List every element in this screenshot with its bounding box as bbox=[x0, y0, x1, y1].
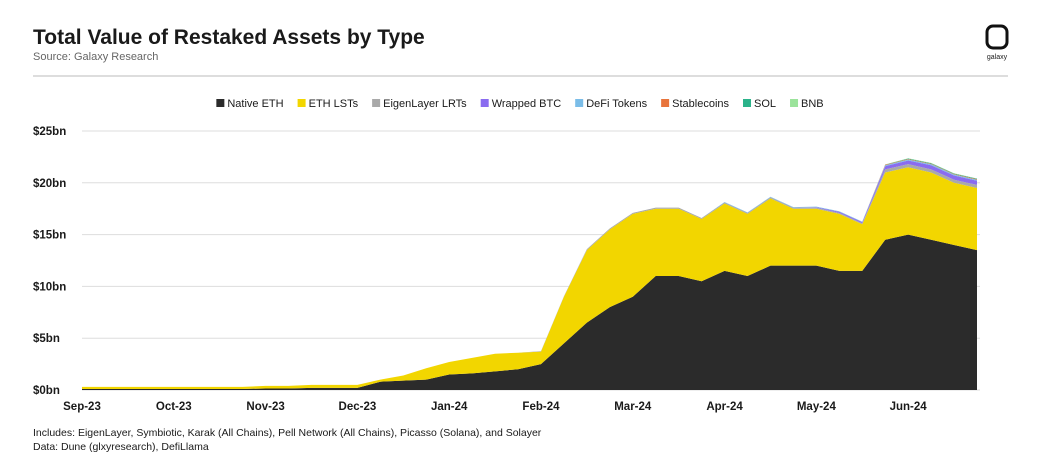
legend-swatch bbox=[297, 99, 306, 107]
y-tick-label: $25bn bbox=[33, 126, 66, 138]
legend-swatch bbox=[790, 99, 799, 107]
area bbox=[82, 167, 977, 389]
legend-label: Wrapped BTC bbox=[492, 98, 562, 110]
y-tick-label: $20bn bbox=[33, 178, 66, 190]
x-tick-label: Sep-23 bbox=[63, 401, 101, 413]
y-tick-label: $10bn bbox=[33, 281, 66, 293]
x-tick-label: Apr-24 bbox=[706, 401, 743, 413]
x-tick-label: Nov-23 bbox=[246, 401, 284, 413]
legend-swatch bbox=[216, 99, 225, 107]
subtitle: Source: Galaxy Research bbox=[33, 51, 158, 63]
chart-title: Total Value of Restaked Assets by Type bbox=[33, 26, 425, 49]
legend-label: EigenLayer LRTs bbox=[383, 98, 467, 110]
y-tick-label: $5bn bbox=[33, 333, 60, 345]
x-tick-label: May-24 bbox=[797, 401, 837, 413]
legend-swatch bbox=[743, 99, 752, 107]
y-tick-label: $15bn bbox=[33, 230, 66, 242]
y-tick-label: $0bn bbox=[33, 385, 60, 397]
legend-label: ETH LSTs bbox=[309, 98, 359, 110]
legend-label: SOL bbox=[754, 98, 776, 110]
logo: galaxy bbox=[985, 24, 1009, 61]
logo-text: galaxy bbox=[987, 54, 1008, 61]
legend-swatch bbox=[661, 99, 670, 107]
x-tick-label: Jun-24 bbox=[890, 401, 928, 413]
legend-label: DeFi Tokens bbox=[586, 98, 647, 110]
note: Includes: EigenLayer, Symbiotic, Karak (… bbox=[33, 427, 542, 439]
x-tick-label: Jan-24 bbox=[431, 401, 468, 413]
x-tick-label: Mar-24 bbox=[614, 401, 652, 413]
logo-icon bbox=[985, 24, 1009, 50]
note: Data: Dune (glxyresearch), DefiLlama bbox=[33, 441, 209, 453]
x-tick-label: Feb-24 bbox=[522, 401, 560, 413]
legend-label: BNB bbox=[801, 98, 824, 110]
legend-label: Native ETH bbox=[227, 98, 283, 110]
x-tick-label: Dec-23 bbox=[339, 401, 377, 413]
legend-label: Stablecoins bbox=[672, 98, 729, 110]
legend-swatch bbox=[480, 99, 489, 107]
legend-swatch bbox=[372, 99, 381, 107]
x-tick-label: Oct-23 bbox=[156, 401, 192, 413]
legend-swatch bbox=[575, 99, 584, 107]
legend: Native ETH ETH LSTs EigenLayer LRTs Wrapped… bbox=[216, 98, 824, 110]
area bbox=[82, 234, 977, 390]
